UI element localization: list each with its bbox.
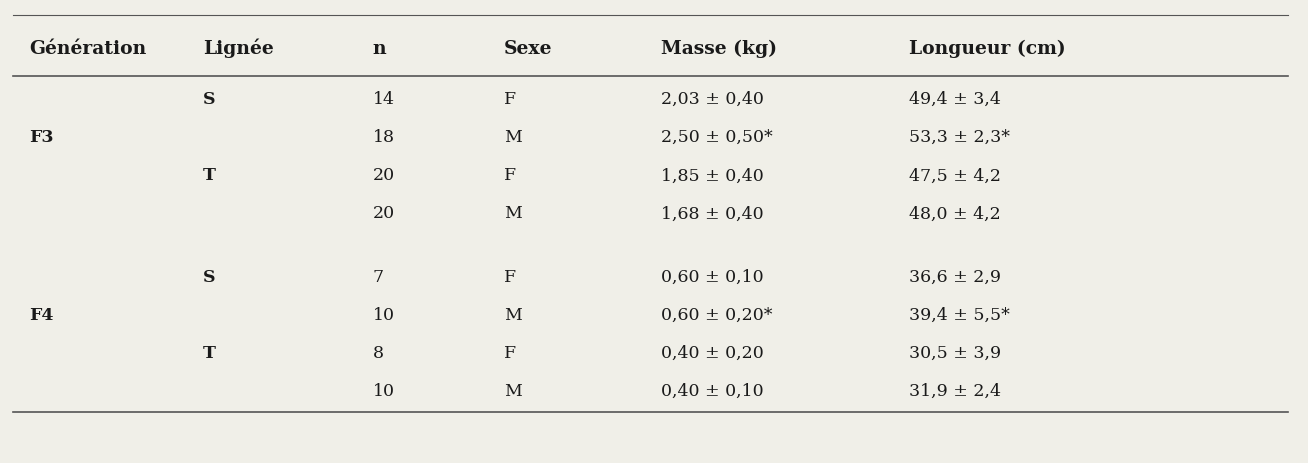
Text: 18: 18: [373, 129, 395, 146]
Text: 53,3 ± 2,3*: 53,3 ± 2,3*: [909, 129, 1010, 146]
Text: Masse (kg): Masse (kg): [661, 39, 777, 58]
Text: 30,5 ± 3,9: 30,5 ± 3,9: [909, 344, 1001, 361]
Text: M: M: [504, 129, 522, 146]
Text: F: F: [504, 167, 515, 184]
Text: M: M: [504, 307, 522, 323]
Text: n: n: [373, 40, 386, 57]
Text: 1,68 ± 0,40: 1,68 ± 0,40: [661, 205, 763, 222]
Text: 49,4 ± 3,4: 49,4 ± 3,4: [909, 91, 1001, 108]
Text: F: F: [504, 269, 515, 285]
Text: 39,4 ± 5,5*: 39,4 ± 5,5*: [909, 307, 1010, 323]
Text: T: T: [203, 167, 216, 184]
Text: F: F: [504, 91, 515, 108]
Text: 31,9 ± 2,4: 31,9 ± 2,4: [909, 382, 1001, 399]
Text: M: M: [504, 382, 522, 399]
Text: 7: 7: [373, 269, 385, 285]
Text: Sexe: Sexe: [504, 40, 552, 57]
Text: 47,5 ± 4,2: 47,5 ± 4,2: [909, 167, 1001, 184]
Text: 20: 20: [373, 167, 395, 184]
Text: 8: 8: [373, 344, 383, 361]
Text: Génération: Génération: [29, 40, 146, 57]
Text: T: T: [203, 344, 216, 361]
Text: 2,50 ± 0,50*: 2,50 ± 0,50*: [661, 129, 772, 146]
Text: 36,6 ± 2,9: 36,6 ± 2,9: [909, 269, 1001, 285]
Text: Longueur (cm): Longueur (cm): [909, 39, 1066, 58]
Text: 0,60 ± 0,20*: 0,60 ± 0,20*: [661, 307, 772, 323]
Text: 20: 20: [373, 205, 395, 222]
Text: S: S: [203, 91, 216, 108]
Text: 14: 14: [373, 91, 395, 108]
Text: S: S: [203, 269, 216, 285]
Text: 48,0 ± 4,2: 48,0 ± 4,2: [909, 205, 1001, 222]
Text: Lignée: Lignée: [203, 39, 273, 58]
Text: M: M: [504, 205, 522, 222]
Text: F: F: [504, 344, 515, 361]
Text: 2,03 ± 0,40: 2,03 ± 0,40: [661, 91, 764, 108]
Text: 10: 10: [373, 307, 395, 323]
Text: 1,85 ± 0,40: 1,85 ± 0,40: [661, 167, 764, 184]
Text: 0,60 ± 0,10: 0,60 ± 0,10: [661, 269, 763, 285]
Text: 0,40 ± 0,20: 0,40 ± 0,20: [661, 344, 764, 361]
Text: 0,40 ± 0,10: 0,40 ± 0,10: [661, 382, 763, 399]
Text: F3: F3: [29, 129, 54, 146]
Text: 10: 10: [373, 382, 395, 399]
Text: F4: F4: [29, 307, 54, 323]
